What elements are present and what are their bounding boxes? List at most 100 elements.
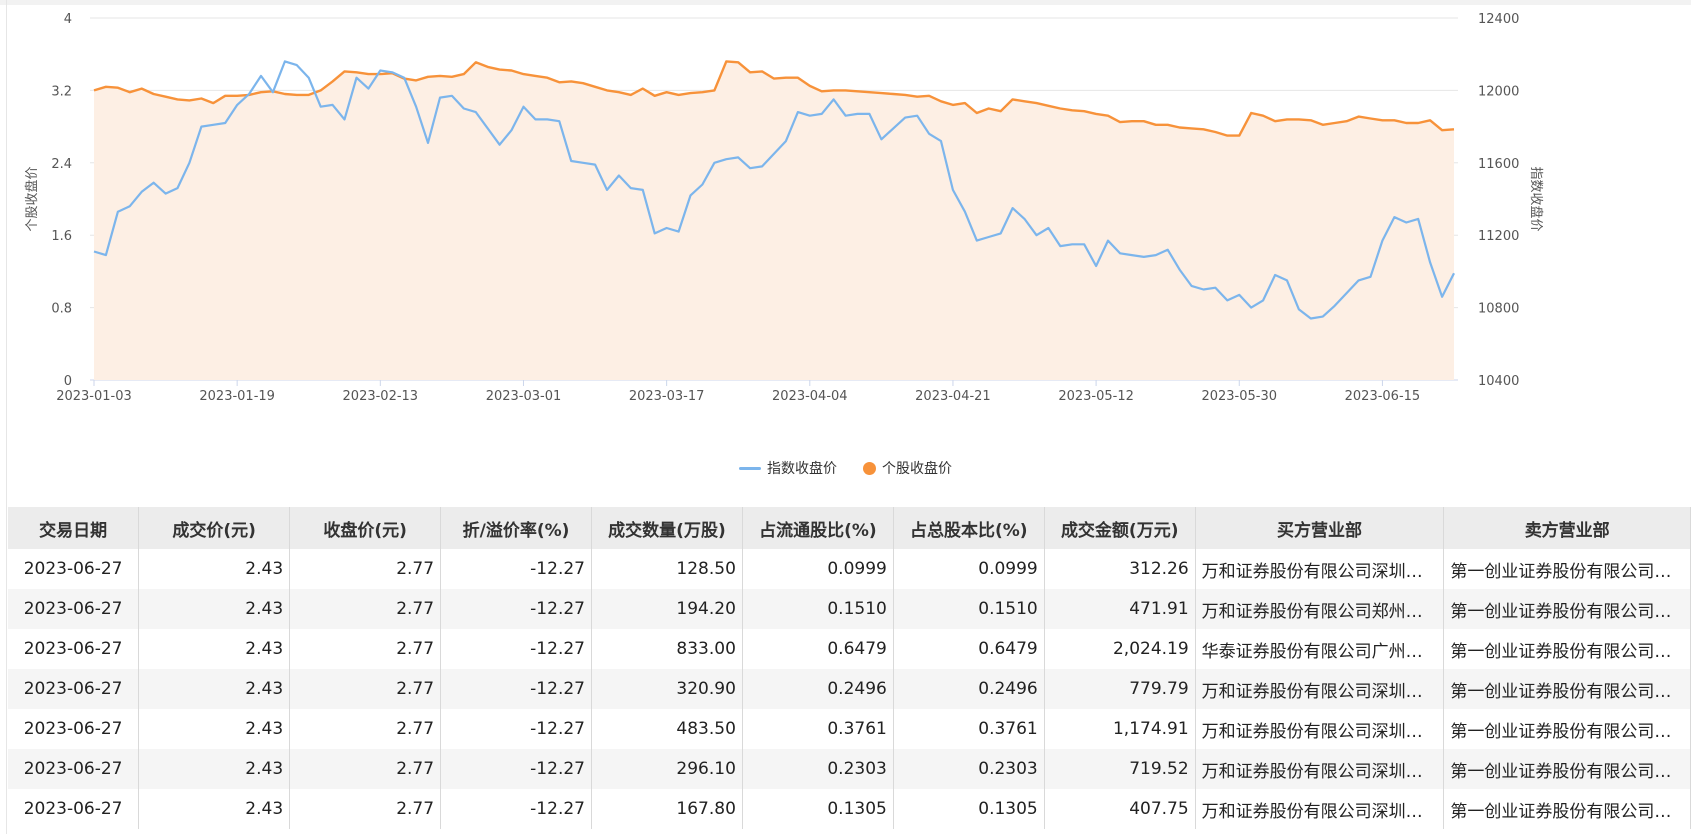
cell-float-ratio: 0.0999 bbox=[742, 549, 894, 589]
cell-total-ratio: 0.6479 bbox=[893, 629, 1045, 669]
cell-amount: 312.26 bbox=[1044, 549, 1196, 589]
table-row[interactable]: 2023-06-27 2.43 2.77 -12.27 320.90 0.2496 0.24… bbox=[8, 669, 1691, 709]
table-row[interactable]: 2023-06-27 2.43 2.77 -12.27 296.10 0.2303 0.23… bbox=[8, 749, 1691, 789]
cell-seller: 第一创业证券股份有限公司… bbox=[1443, 709, 1691, 749]
table-row[interactable]: 2023-06-27 2.43 2.77 -12.27 167.80 0.1305 0.13… bbox=[8, 789, 1691, 829]
y-left-tick-label: 0.8 bbox=[51, 302, 72, 317]
stock-area-fill bbox=[94, 61, 1454, 381]
cell-trade-price: 2.43 bbox=[138, 629, 291, 669]
legend-line-icon bbox=[739, 466, 761, 470]
col-header-trade-price[interactable]: 成交价(元) bbox=[138, 507, 291, 549]
table-header-row: 交易日期 成交价(元) 收盘价(元) 折/溢价率(%) 成交数量(万股) 占流通… bbox=[8, 507, 1691, 549]
cell-amount: 719.52 bbox=[1044, 749, 1196, 789]
cell-close-price: 2.77 bbox=[289, 669, 442, 709]
x-tick-label: 2023-06-15 bbox=[1345, 389, 1421, 404]
cell-trade-price: 2.43 bbox=[138, 669, 291, 709]
table-row[interactable]: 2023-06-27 2.43 2.77 -12.27 194.20 0.1510 0.15… bbox=[8, 589, 1691, 629]
cell-volume: 320.90 bbox=[591, 669, 743, 709]
col-header-close-price[interactable]: 收盘价(元) bbox=[289, 507, 442, 549]
cell-volume: 194.20 bbox=[591, 589, 743, 629]
col-header-trade-date[interactable]: 交易日期 bbox=[8, 507, 140, 549]
stock-close-line bbox=[93, 60, 1455, 137]
y-right-tick-label: 11200 bbox=[1478, 229, 1519, 244]
cell-buyer: 万和证券股份有限公司深圳… bbox=[1195, 789, 1445, 829]
y-right-tick-label: 11600 bbox=[1478, 157, 1519, 172]
col-header-amount[interactable]: 成交金额(万元) bbox=[1044, 507, 1196, 549]
y-left-tick-label: 1.6 bbox=[51, 229, 72, 244]
table-row[interactable]: 2023-06-27 2.43 2.77 -12.27 833.00 0.6479 0.64… bbox=[8, 629, 1691, 669]
cell-total-ratio: 0.0999 bbox=[893, 549, 1045, 589]
cell-float-ratio: 0.1510 bbox=[742, 589, 894, 629]
x-tick-label: 2023-01-19 bbox=[199, 389, 275, 404]
cell-premium-rate: -12.27 bbox=[440, 589, 592, 629]
cell-premium-rate: -12.27 bbox=[440, 629, 592, 669]
x-tick-label: 2023-03-17 bbox=[629, 389, 705, 404]
y-left-tick-label: 3.2 bbox=[51, 84, 72, 99]
cell-premium-rate: -12.27 bbox=[440, 709, 592, 749]
y-right-axis-title: 指数收盘价 bbox=[1528, 166, 1544, 231]
col-header-buyer[interactable]: 买方营业部 bbox=[1195, 507, 1445, 549]
col-header-premium-rate[interactable]: 折/溢价率(%) bbox=[440, 507, 592, 549]
table-row[interactable]: 2023-06-27 2.43 2.77 -12.27 128.50 0.0999 0.09… bbox=[8, 549, 1691, 589]
cell-buyer: 万和证券股份有限公司郑州… bbox=[1195, 589, 1445, 629]
y-right-tick-label: 12000 bbox=[1478, 84, 1519, 99]
cell-amount: 471.91 bbox=[1044, 589, 1196, 629]
cell-amount: 407.75 bbox=[1044, 789, 1196, 829]
cell-float-ratio: 0.1305 bbox=[742, 789, 894, 829]
cell-buyer: 万和证券股份有限公司深圳… bbox=[1195, 549, 1445, 589]
y-left-tick-label: 4 bbox=[64, 12, 72, 27]
cell-buyer: 华泰证券股份有限公司广州… bbox=[1195, 629, 1445, 669]
col-header-total-ratio[interactable]: 占总股本比(%) bbox=[893, 507, 1045, 549]
cell-close-price: 2.77 bbox=[289, 589, 442, 629]
chart-legend: 指数收盘价 个股收盘价 bbox=[0, 458, 1691, 478]
cell-total-ratio: 0.2496 bbox=[893, 669, 1045, 709]
cell-float-ratio: 0.2303 bbox=[742, 749, 894, 789]
cell-buyer: 万和证券股份有限公司深圳… bbox=[1195, 749, 1445, 789]
cell-premium-rate: -12.27 bbox=[440, 789, 592, 829]
y-left-axis-title: 个股收盘价 bbox=[24, 166, 40, 231]
table-row[interactable]: 2023-06-27 2.43 2.77 -12.27 483.50 0.3761 0.37… bbox=[8, 709, 1691, 749]
top-border bbox=[0, 0, 1691, 5]
x-tick-label: 2023-01-03 bbox=[56, 389, 132, 404]
x-tick-label: 2023-04-21 bbox=[915, 389, 991, 404]
x-tick-label: 2023-03-01 bbox=[486, 389, 562, 404]
col-header-seller[interactable]: 卖方营业部 bbox=[1443, 507, 1691, 549]
legend-label-index: 指数收盘价 bbox=[767, 461, 837, 477]
left-border bbox=[6, 0, 7, 834]
price-chart: 0 0.8 1.6 2.4 3.2 4 10400 10800 11200 11600 12000 1… bbox=[24, 12, 1544, 404]
col-header-volume[interactable]: 成交数量(万股) bbox=[591, 507, 743, 549]
cell-total-ratio: 0.1510 bbox=[893, 589, 1045, 629]
cell-premium-rate: -12.27 bbox=[440, 669, 592, 709]
x-tick-label: 2023-05-30 bbox=[1201, 389, 1277, 404]
cell-buyer: 万和证券股份有限公司深圳… bbox=[1195, 669, 1445, 709]
cell-seller: 第一创业证券股份有限公司… bbox=[1443, 629, 1691, 669]
cell-seller: 第一创业证券股份有限公司… bbox=[1443, 789, 1691, 829]
cell-seller: 第一创业证券股份有限公司… bbox=[1443, 749, 1691, 789]
cell-float-ratio: 0.6479 bbox=[742, 629, 894, 669]
cell-trade-date: 2023-06-27 bbox=[8, 589, 140, 629]
cell-trade-date: 2023-06-27 bbox=[8, 749, 140, 789]
x-tick-label: 2023-05-12 bbox=[1058, 389, 1134, 404]
cell-trade-date: 2023-06-27 bbox=[8, 709, 140, 749]
cell-total-ratio: 0.3761 bbox=[893, 709, 1045, 749]
cell-seller: 第一创业证券股份有限公司… bbox=[1443, 549, 1691, 589]
cell-trade-date: 2023-06-27 bbox=[8, 669, 140, 709]
cell-total-ratio: 0.1305 bbox=[893, 789, 1045, 829]
legend-item-stock[interactable]: 个股收盘价 bbox=[863, 458, 952, 478]
cell-close-price: 2.77 bbox=[289, 749, 442, 789]
cell-volume: 128.50 bbox=[591, 549, 743, 589]
cell-volume: 833.00 bbox=[591, 629, 743, 669]
col-header-float-ratio[interactable]: 占流通股比(%) bbox=[742, 507, 894, 549]
cell-amount: 1,174.91 bbox=[1044, 709, 1196, 749]
cell-premium-rate: -12.27 bbox=[440, 749, 592, 789]
legend-dot-icon bbox=[863, 461, 876, 475]
block-trade-table: 交易日期 成交价(元) 收盘价(元) 折/溢价率(%) 成交数量(万股) 占流通… bbox=[8, 507, 1691, 829]
cell-trade-price: 2.43 bbox=[138, 589, 291, 629]
cell-buyer: 万和证券股份有限公司深圳… bbox=[1195, 709, 1445, 749]
y-left-tick-label: 0 bbox=[64, 374, 72, 389]
cell-float-ratio: 0.3761 bbox=[742, 709, 894, 749]
cell-total-ratio: 0.2303 bbox=[893, 749, 1045, 789]
y-right-tick-label: 12400 bbox=[1478, 12, 1519, 27]
legend-item-index[interactable]: 指数收盘价 bbox=[739, 458, 837, 478]
cell-volume: 296.10 bbox=[591, 749, 743, 789]
